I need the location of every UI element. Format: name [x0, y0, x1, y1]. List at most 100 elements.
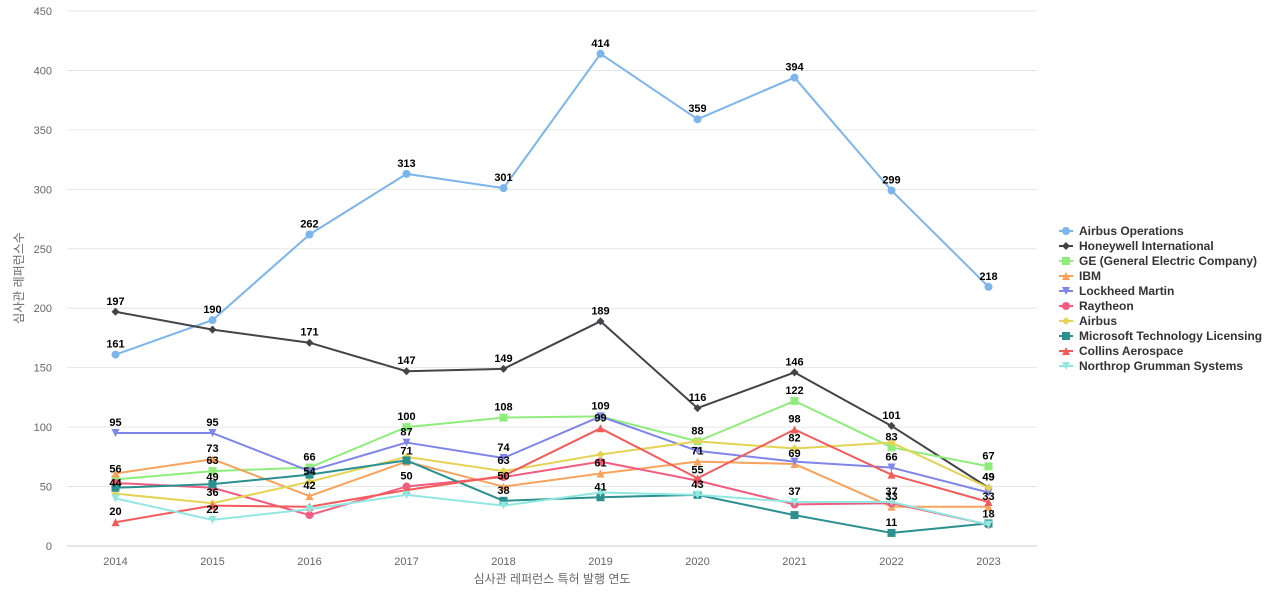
legend-item[interactable]: Lockheed Martin — [1059, 284, 1174, 298]
data-label: 88 — [691, 425, 703, 437]
legend-marker — [1062, 332, 1070, 340]
data-point — [305, 492, 314, 501]
legend-item[interactable]: Raytheon — [1059, 299, 1134, 313]
legend-marker — [1062, 317, 1070, 325]
legend-label: Microsoft Technology Licensing — [1079, 329, 1262, 343]
data-point — [402, 423, 411, 432]
data-label: 22 — [206, 504, 218, 516]
data-label: 87 — [400, 427, 412, 439]
series-10 — [111, 488, 993, 529]
data-label: 37 — [885, 486, 897, 498]
data-label: 20 — [109, 506, 121, 518]
data-label: 189 — [591, 305, 609, 317]
legend-item[interactable]: IBM — [1059, 269, 1101, 283]
legend-item[interactable]: Microsoft Technology Licensing — [1059, 329, 1262, 343]
y-tick-label: 0 — [46, 541, 52, 553]
data-point — [402, 169, 411, 178]
data-point — [887, 463, 896, 472]
data-label: 61 — [594, 457, 606, 469]
data-point — [208, 501, 217, 510]
data-point — [790, 498, 799, 507]
data-label: 71 — [400, 446, 412, 458]
data-label: 82 — [788, 433, 800, 445]
data-point — [305, 505, 314, 514]
series-1 — [111, 49, 993, 359]
data-point — [111, 518, 120, 527]
data-point — [693, 437, 702, 446]
data-point — [499, 454, 508, 463]
legend-label: Lockheed Martin — [1079, 284, 1174, 298]
data-label: 161 — [106, 339, 124, 351]
legend-label: Honeywell International — [1079, 239, 1214, 253]
data-label: 190 — [203, 304, 221, 316]
data-point — [887, 443, 896, 452]
data-label: 83 — [885, 431, 897, 443]
data-label: 66 — [885, 452, 897, 464]
data-label: 146 — [785, 356, 803, 368]
legend-item[interactable]: Northrop Grumman Systems — [1059, 359, 1243, 373]
data-label: 262 — [300, 219, 318, 231]
data-point — [596, 457, 605, 466]
data-point — [887, 470, 896, 479]
legend-label: Raytheon — [1079, 299, 1134, 313]
y-tick-label: 350 — [34, 125, 52, 137]
series-line — [115, 52, 990, 356]
data-point — [111, 307, 120, 316]
data-label: 359 — [688, 103, 706, 115]
legend-item[interactable]: Airbus Operations — [1059, 224, 1184, 238]
legend-item[interactable]: Airbus — [1059, 314, 1117, 328]
data-label: 49 — [982, 472, 994, 484]
data-point — [596, 493, 605, 502]
legend-item[interactable]: Honeywell International — [1059, 239, 1214, 253]
x-tick-label: 2017 — [394, 556, 418, 568]
data-label: 147 — [397, 355, 415, 367]
data-label: 38 — [497, 485, 509, 497]
y-tick-label: 250 — [34, 244, 52, 256]
x-tick-label: 2016 — [297, 556, 321, 568]
data-point — [596, 469, 605, 478]
data-point — [790, 396, 799, 405]
legend-label: Collins Aerospace — [1079, 344, 1184, 358]
data-point — [499, 501, 508, 510]
data-point — [790, 425, 799, 434]
y-tick-label: 200 — [34, 303, 52, 315]
data-point — [693, 474, 702, 483]
y-axis-ticks: 0 50 100 150 200 250 300 350 400 450 — [34, 6, 52, 553]
data-label: 69 — [788, 448, 800, 460]
series-5 — [111, 412, 993, 497]
data-label: 313 — [397, 158, 415, 170]
data-point — [402, 490, 411, 499]
data-label: 42 — [303, 480, 315, 492]
data-point — [499, 482, 508, 491]
legend-item[interactable]: GE (General Electric Company) — [1059, 254, 1257, 268]
data-point — [111, 350, 120, 359]
x-tick-label: 2018 — [491, 556, 515, 568]
data-point — [887, 498, 896, 507]
data-label: 197 — [106, 296, 124, 308]
data-point — [596, 450, 605, 459]
x-axis-ticks: 2014 2015 2016 2017 2018 2019 2020 2021 2022 2023 — [103, 556, 1000, 568]
data-point — [499, 496, 508, 505]
data-label: 67 — [982, 450, 994, 462]
data-label: 71 — [691, 446, 703, 458]
legend-item[interactable]: Collins Aerospace — [1059, 344, 1184, 358]
data-point — [208, 325, 217, 334]
data-label: 95 — [206, 417, 218, 429]
data-label: 122 — [785, 385, 803, 397]
data-label: 11 — [886, 517, 898, 529]
data-label: 108 — [494, 402, 512, 414]
legend-marker — [1062, 362, 1070, 370]
x-tick-label: 2022 — [879, 556, 903, 568]
data-point — [499, 413, 508, 422]
data-point — [887, 528, 896, 537]
data-point — [596, 424, 605, 433]
data-label: 56 — [109, 463, 121, 475]
data-label: 54 — [303, 466, 316, 478]
data-label: 41 — [594, 481, 606, 493]
legend-marker — [1062, 242, 1070, 250]
series-line — [115, 491, 989, 526]
data-label: 299 — [882, 175, 900, 187]
x-tick-label: 2014 — [103, 556, 127, 568]
